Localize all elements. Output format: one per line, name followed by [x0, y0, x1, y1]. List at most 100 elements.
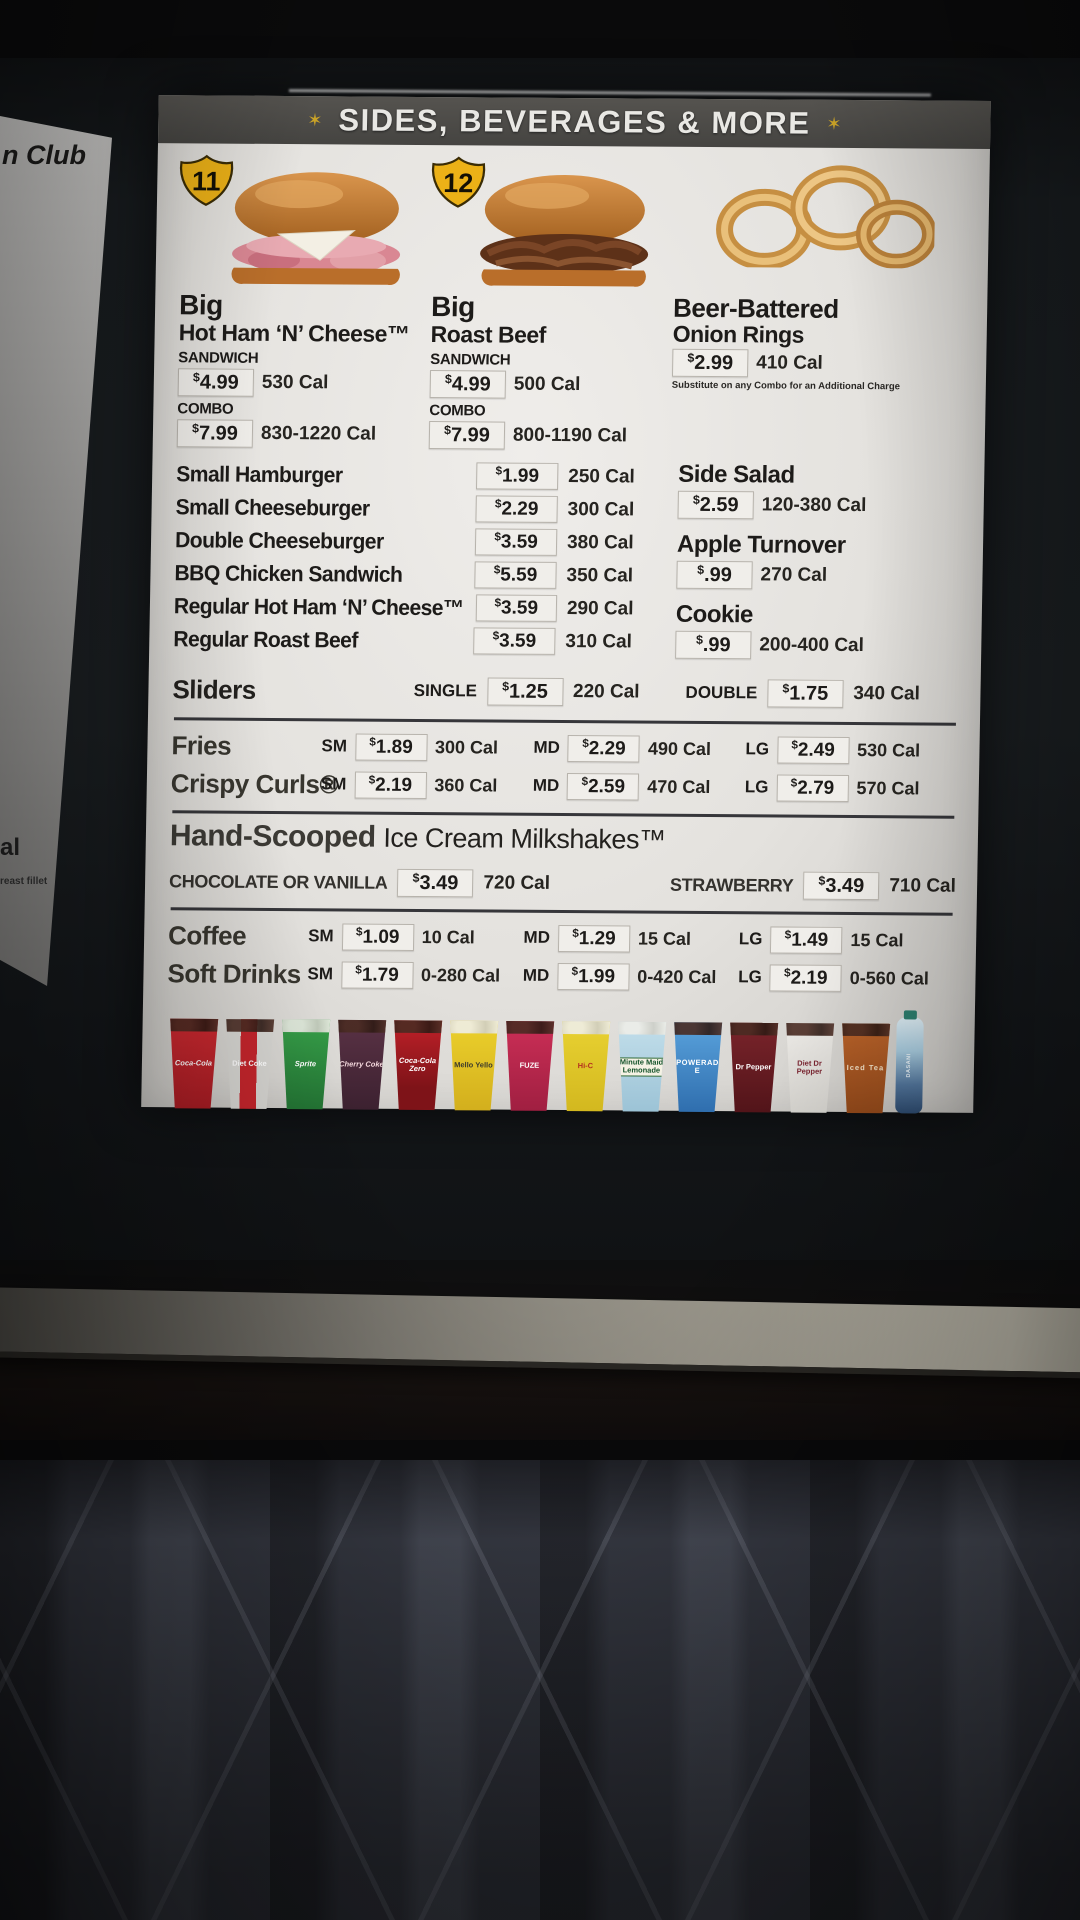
ham-sandwich-photo: 11: [179, 153, 433, 293]
calorie-label: 340 Cal: [853, 683, 921, 705]
onion-rings-photo: [673, 157, 967, 297]
item-name: Fries: [171, 730, 232, 761]
calorie-label: 500 Cal: [513, 374, 581, 396]
fuze-cup: FUZE: [503, 1021, 556, 1111]
calorie-label: 830-1220 Cal: [260, 423, 377, 446]
coca-cola-zero-cup: Coca-Cola Zero: [391, 1020, 444, 1110]
ham-sandwich-image: [231, 172, 401, 286]
cup-label: Diet Coke: [232, 1058, 267, 1069]
item-name: Soft Drinks: [167, 958, 301, 990]
price-box: $1.09: [341, 923, 414, 951]
cup-label: POWERADE: [676, 1057, 719, 1076]
menu-item-row: BBQ Chicken Sandwich $5.59 350 Cal: [174, 557, 663, 593]
combo-label: COMBO: [177, 400, 234, 419]
item-name: Apple Turnover: [676, 531, 846, 560]
section-divider: [170, 907, 953, 917]
diet-dr-pepper-cup: Diet Dr Pepper: [783, 1023, 836, 1113]
price-box: $2.79: [776, 774, 849, 802]
price-box: $2.49: [776, 736, 850, 764]
hi-c-cup: Hi-C: [559, 1021, 612, 1111]
diet-coke-cup: Diet Coke: [223, 1019, 276, 1109]
price-box: $1.99: [557, 962, 630, 991]
item-name: Onion Rings: [672, 320, 805, 348]
size-label: LG: [744, 777, 769, 797]
price-box: $1.25: [486, 677, 564, 707]
price-box: $4.99: [177, 368, 255, 398]
cup-label: Diet Dr Pepper: [796, 1058, 823, 1077]
onion-rings-image: [716, 165, 936, 269]
calorie-label: 720 Cal: [483, 872, 551, 895]
item-name: Double Cheeseburger: [174, 527, 384, 554]
price-box: $.99: [676, 561, 753, 590]
curtain-shading: [0, 1456, 1080, 1920]
menu-item-row: Small Cheeseburger $2.29 300 Cal: [175, 491, 664, 527]
calorie-label: 800-1190 Cal: [512, 425, 628, 447]
double-label: DOUBLE: [685, 683, 758, 703]
star-icon: ✶: [307, 109, 323, 130]
cup-label: Minute Maid Lemonade: [616, 1057, 667, 1077]
calorie-label: 300 Cal: [434, 737, 499, 758]
burger-item-list: Small Hamburger $1.99 250 Cal Small Chee…: [173, 458, 665, 671]
size-label: MD: [532, 776, 560, 796]
menu-title: SIDES, BEVERAGES & MORE: [338, 102, 811, 141]
sliders-row: Sliders SINGLE $1.25 220 Cal DOUBLE $1.7…: [172, 670, 959, 715]
dasani-water-bottle: DASANI: [895, 1010, 924, 1114]
cup-label: Coca-Cola: [174, 1058, 213, 1068]
size-label: MD: [522, 966, 550, 986]
size-label: MD: [533, 738, 561, 758]
iced-tea-cup: Iced Tea: [839, 1023, 892, 1113]
price-box: $2.59: [567, 772, 640, 801]
menu-board: ✶ SIDES, BEVERAGES & MORE ✶ 11: [141, 95, 991, 1114]
star-icon: ✶: [826, 113, 842, 134]
sprite-cup: Sprite: [279, 1019, 332, 1109]
big-roast-beef-entry: Big Roast Beef SANDWICH $4.99 500 Cal CO…: [428, 291, 674, 451]
price-box: $1.29: [557, 924, 631, 953]
price-box: $2.99: [671, 349, 749, 378]
item-name: Roast Beef: [430, 321, 547, 348]
svg-text:11: 11: [192, 166, 221, 196]
calorie-label: 410 Cal: [756, 352, 823, 375]
price-box: $.99: [675, 631, 752, 660]
size-label: LG: [738, 929, 763, 949]
cup-label: Hi-C: [577, 1061, 594, 1071]
item-name: Crispy Curls®: [170, 768, 339, 800]
sandwich-label: SANDWICH: [178, 349, 259, 368]
cup-label: Cherry Coke: [339, 1059, 384, 1069]
item-name: Coffee: [167, 920, 247, 951]
menu-header-band: ✶ SIDES, BEVERAGES & MORE ✶: [158, 95, 991, 149]
calorie-label: 250 Cal: [568, 465, 635, 488]
calorie-label: 570 Cal: [856, 777, 920, 799]
cup-label: Mello Yello: [454, 1060, 493, 1070]
adjacent-panel-text: n Club: [2, 140, 86, 170]
calorie-label: 0-560 Cal: [849, 967, 930, 989]
size-label: MD: [523, 928, 551, 948]
calorie-label: 15 Cal: [850, 929, 904, 951]
price-box: $3.59: [474, 528, 558, 557]
item-name: Side Salad: [678, 461, 795, 490]
calorie-label: 15 Cal: [637, 928, 692, 949]
mello-yello-cup: Mello Yello: [447, 1021, 500, 1111]
price-box: $2.19: [354, 771, 427, 799]
calorie-label: 0-420 Cal: [637, 966, 717, 987]
size-label: LG: [737, 967, 762, 987]
item-name: Sliders: [172, 674, 256, 705]
calorie-label: 270 Cal: [760, 564, 828, 587]
calorie-label: 220 Cal: [572, 681, 640, 703]
calorie-label: 300 Cal: [567, 498, 635, 521]
calorie-label: 490 Cal: [647, 738, 712, 759]
size-label: SM: [321, 736, 348, 756]
price-box: $1.89: [354, 733, 428, 761]
substitute-note: Substitute on any Combo for an Additiona…: [671, 380, 901, 393]
coca-cola-cup: Coca-Cola: [167, 1019, 220, 1109]
milkshake-flavors-row: CHOCOLATE OR VANILLA $3.49 720 Cal STRAW…: [169, 864, 956, 905]
menu-item-row: Small Hamburger $1.99 250 Cal: [176, 458, 665, 494]
fries-row: Fries SM $1.89 300 Cal MD $2.29 490 Cal …: [171, 727, 958, 770]
price-box: $1.75: [767, 679, 844, 709]
flavor-label: STRAWBERRY: [669, 874, 794, 896]
size-label: SM: [307, 964, 334, 984]
item-12-badge-icon: 12: [431, 156, 486, 208]
single-label: SINGLE: [413, 681, 478, 701]
menu-item-row: Regular Roast Beef $3.59 310 Cal: [173, 623, 662, 659]
item-name: Beer-Battered: [672, 292, 839, 324]
item-11-badge-icon: 11: [179, 154, 234, 207]
